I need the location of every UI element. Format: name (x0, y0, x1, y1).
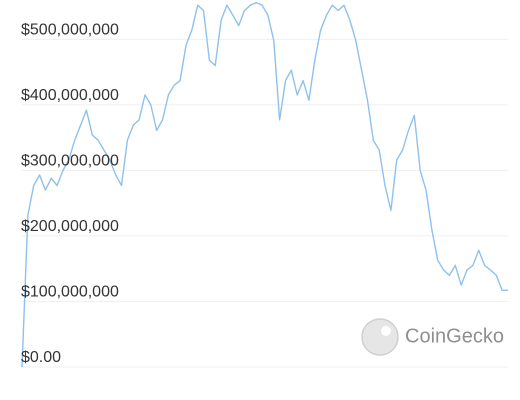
price-line (21, 1, 508, 368)
y-tick-label: $0.00 (21, 349, 61, 366)
y-tick-label: $400,000,000 (21, 87, 119, 104)
watermark-logo-eye (381, 326, 391, 336)
y-axis: $0.00 $100,000,000 $200,000,000 $300,000,00… (21, 22, 119, 367)
y-tick-label: $200,000,000 (21, 218, 119, 235)
y-tick-label: $300,000,000 (21, 153, 119, 170)
watermark: CoinGecko (361, 318, 504, 356)
watermark-logo (361, 318, 399, 356)
grid (22, 38, 508, 368)
y-tick-label: $100,000,000 (21, 284, 119, 301)
y-tick-label: $500,000,000 (21, 22, 119, 39)
plot-area (21, 1, 508, 368)
watermark-text: CoinGecko (405, 325, 504, 347)
